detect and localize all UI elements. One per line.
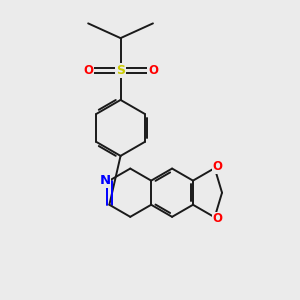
Text: O: O bbox=[83, 64, 93, 77]
Text: N: N bbox=[99, 174, 110, 187]
Text: O: O bbox=[213, 212, 223, 225]
Text: O: O bbox=[148, 64, 158, 77]
Text: O: O bbox=[213, 160, 223, 173]
Text: S: S bbox=[116, 64, 125, 77]
